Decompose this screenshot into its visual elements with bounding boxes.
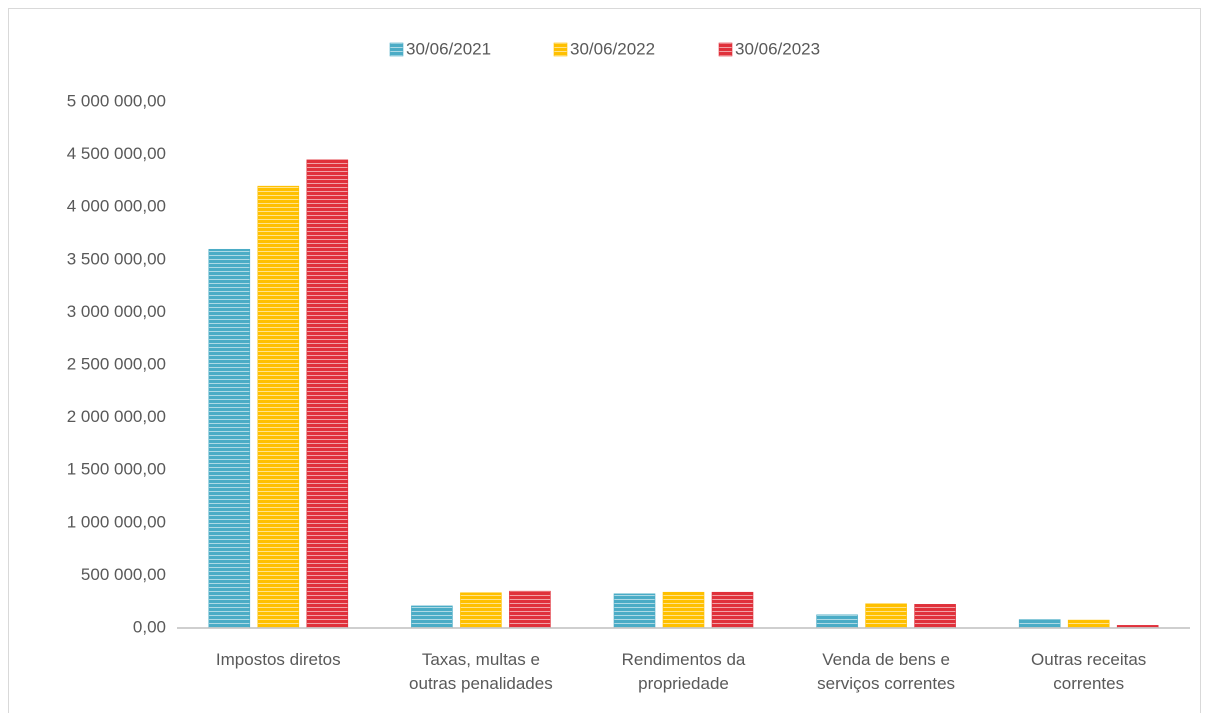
y-tick-label: 3 500 000,00: [67, 249, 166, 268]
bar: [1018, 619, 1061, 629]
bar: [914, 604, 956, 629]
y-tick-label: 5 000 000,00: [67, 91, 166, 110]
x-tick-label: Taxas, multas e outras penalidades: [409, 650, 553, 693]
legend-marker: [553, 42, 568, 57]
bar: [816, 614, 858, 629]
bar: [662, 591, 705, 629]
y-tick-label: 4 500 000,00: [67, 144, 166, 163]
bar: [711, 591, 754, 629]
y-tick-label: 0,00: [133, 617, 166, 636]
y-tick-label: 4 000 000,00: [67, 197, 166, 216]
y-tick-label: 2 000 000,00: [67, 407, 166, 426]
legend-label: 30/06/2021: [406, 39, 491, 58]
y-tick-label: 1 000 000,00: [67, 512, 166, 531]
bar: [411, 605, 453, 629]
y-tick-label: 1 500 000,00: [67, 460, 166, 479]
bar: [306, 159, 349, 629]
x-tick-label: Venda de bens e serviços correntes: [817, 650, 956, 693]
bar: [509, 590, 551, 629]
bar: [613, 593, 656, 629]
x-tick-label: Rendimentos da propriedade: [621, 650, 746, 693]
y-tick-label: 2 500 000,00: [67, 354, 166, 373]
bar: [865, 603, 907, 629]
x-tick-label: Outras receitas correntes: [1031, 650, 1147, 693]
bar: [1067, 619, 1110, 629]
legend-label: 30/06/2022: [570, 39, 655, 58]
bar: [208, 248, 251, 629]
legend-marker: [718, 42, 733, 57]
x-tick-label: Impostos diretos: [215, 650, 341, 669]
bar: [257, 185, 300, 629]
legend-label: 30/06/2023: [735, 39, 820, 58]
y-tick-label: 500 000,00: [81, 565, 166, 584]
y-tick-label: 3 000 000,00: [67, 302, 166, 321]
legend-marker: [389, 42, 404, 57]
chart-frame: [8, 8, 1201, 713]
bar: [460, 592, 502, 629]
